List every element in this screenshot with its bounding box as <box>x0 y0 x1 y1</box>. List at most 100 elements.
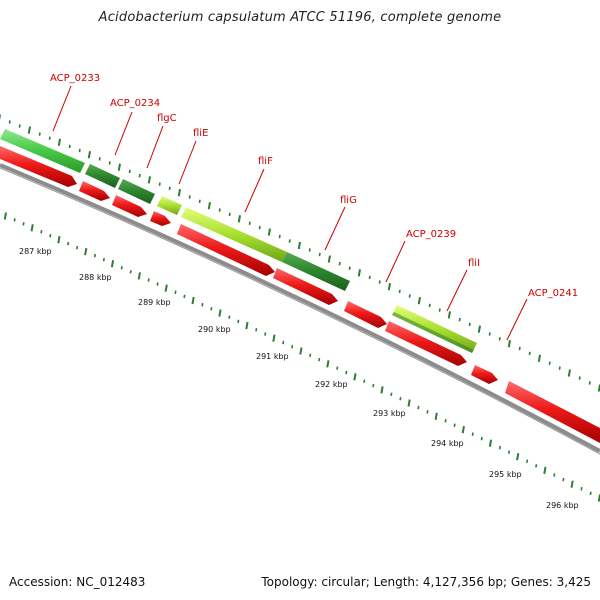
inner-ticks-tick <box>245 321 249 330</box>
inner-ticks-tick <box>76 245 79 250</box>
outer-ticks-tick <box>207 202 211 210</box>
kbp-label-293: 293 kbp <box>373 409 406 418</box>
inner-ticks-tick <box>589 491 592 496</box>
inner-ticks-tick <box>426 410 429 414</box>
gene-feature-flif[interactable] <box>181 207 287 262</box>
inner-ticks-tick <box>399 396 402 401</box>
outer-ruler <box>0 114 600 392</box>
kbp-labels: 287 kbp 288 kbp 289 kbp 290 kbp 291 kbp … <box>19 247 579 510</box>
gene-feature-red-6[interactable] <box>273 268 338 305</box>
inner-ticks-tick <box>164 284 168 292</box>
gene-feature-red-1[interactable] <box>0 146 77 187</box>
inner-ticks-tick <box>309 353 312 358</box>
callout-line-flii <box>446 269 468 312</box>
gene-feature-red-4[interactable] <box>150 211 171 226</box>
kbp-label-287: 287 kbp <box>19 247 52 256</box>
inner-ticks-tick <box>535 464 538 468</box>
gene-feature-flie[interactable] <box>157 196 182 215</box>
outer-ticks-tick <box>528 351 531 356</box>
kbp-label-296: 296 kbp <box>546 501 579 510</box>
callout-line-acp0234 <box>114 111 133 156</box>
inner-ticks-tick <box>228 315 231 319</box>
outer-ticks-tick <box>567 369 571 377</box>
outer-ticks-tick <box>318 252 321 257</box>
inner-ticks-tick <box>345 370 348 375</box>
inner-ticks-tick <box>543 466 547 475</box>
gene-label-flie: fliE <box>193 128 208 139</box>
outer-ticks-tick <box>368 275 371 280</box>
outer-ticks-tick <box>57 138 61 146</box>
gene-feature-acp0233[interactable] <box>0 129 85 173</box>
inner-ticks-tick <box>120 266 123 270</box>
kbp-label-289: 289 kbp <box>138 298 171 307</box>
gene-feature-flii[interactable] <box>392 305 477 353</box>
gene-feature-red-8[interactable] <box>385 321 467 366</box>
outer-ticks-tick <box>168 186 171 191</box>
outer-ticks-tick <box>488 332 491 336</box>
inner-ticks-tick <box>318 357 321 362</box>
inner-ticks-tick <box>201 302 204 307</box>
outer-ticks-tick <box>237 215 241 223</box>
inner-ticks-tick <box>353 373 357 381</box>
gene-feature-red-5[interactable] <box>177 224 275 276</box>
kbp-label-292: 292 kbp <box>315 380 348 389</box>
outer-ticks-tick <box>398 289 401 294</box>
gene-feature-red-7[interactable] <box>344 301 387 328</box>
inner-ticks-tick <box>526 459 529 463</box>
kbp-label-294: 294 kbp <box>431 439 464 448</box>
outer-ticks-tick <box>518 346 521 351</box>
gene-label-flif: fliF <box>258 156 273 167</box>
outer-ticks-tick <box>288 239 291 243</box>
outer-ticks-tick <box>438 308 441 312</box>
outer-ticks-tick <box>248 221 251 225</box>
gene-feature-flii-inner <box>392 312 474 353</box>
forward-strand <box>0 129 477 353</box>
inner-ticks-tick <box>434 412 438 421</box>
outer-ticks-tick <box>428 303 431 308</box>
inner-ticks-tick <box>407 399 411 407</box>
inner-ticks-tick <box>174 290 177 294</box>
inner-ticks-tick <box>22 222 25 226</box>
outer-ticks-tick <box>78 148 81 153</box>
gene-feature-red-2[interactable] <box>79 181 110 201</box>
inner-ticks-tick <box>461 426 465 434</box>
inner-ticks-tick <box>580 487 583 491</box>
inner-ticks-tick <box>13 218 16 222</box>
inner-ticks-tick <box>40 229 43 234</box>
inner-ticks-tick <box>147 278 150 282</box>
callout-line-acp0241 <box>506 298 528 341</box>
outer-ticks-tick <box>98 157 101 161</box>
inner-ticks-tick <box>3 212 7 220</box>
gene-feature-flig[interactable] <box>282 252 350 291</box>
gene-label-flii: fliI <box>468 258 480 269</box>
inner-ticks-tick <box>57 235 61 244</box>
outer-ticks-tick <box>588 381 591 385</box>
gene-feature-flgc[interactable] <box>118 179 155 204</box>
inner-ticks-tick <box>444 419 447 423</box>
inner-ticks-tick <box>498 445 501 450</box>
gene-feature-red-9[interactable] <box>471 365 498 384</box>
reverse-strand <box>0 146 600 443</box>
inner-ticks-tick <box>183 294 186 299</box>
outer-ticks-tick <box>558 366 561 370</box>
inner-ticks-tick <box>570 480 574 488</box>
inner-ticks-tick <box>156 282 159 286</box>
gene-feature-red-3[interactable] <box>112 195 147 217</box>
inner-ticks-tick <box>380 386 384 394</box>
outer-ticks-tick <box>297 241 301 250</box>
outer-ticks-tick <box>507 340 511 348</box>
gene-label-flgc: flgC <box>157 113 177 124</box>
inner-ticks-tick <box>507 450 511 454</box>
outer-ticks-tick <box>177 189 181 197</box>
inner-ticks-tick <box>326 360 330 368</box>
gene-feature-red-10[interactable] <box>505 381 600 443</box>
callout-line-flif <box>244 168 265 213</box>
outer-ticks-tick <box>138 173 141 178</box>
gene-feature-acp0234[interactable] <box>85 164 120 188</box>
outer-ticks-tick <box>228 212 231 217</box>
outer-ticks-tick <box>68 144 71 149</box>
outer-ticks-tick <box>128 169 131 174</box>
gene-label-flig: fliG <box>340 195 357 206</box>
outer-ticks-tick <box>87 151 91 159</box>
inner-ticks-tick <box>102 257 105 262</box>
